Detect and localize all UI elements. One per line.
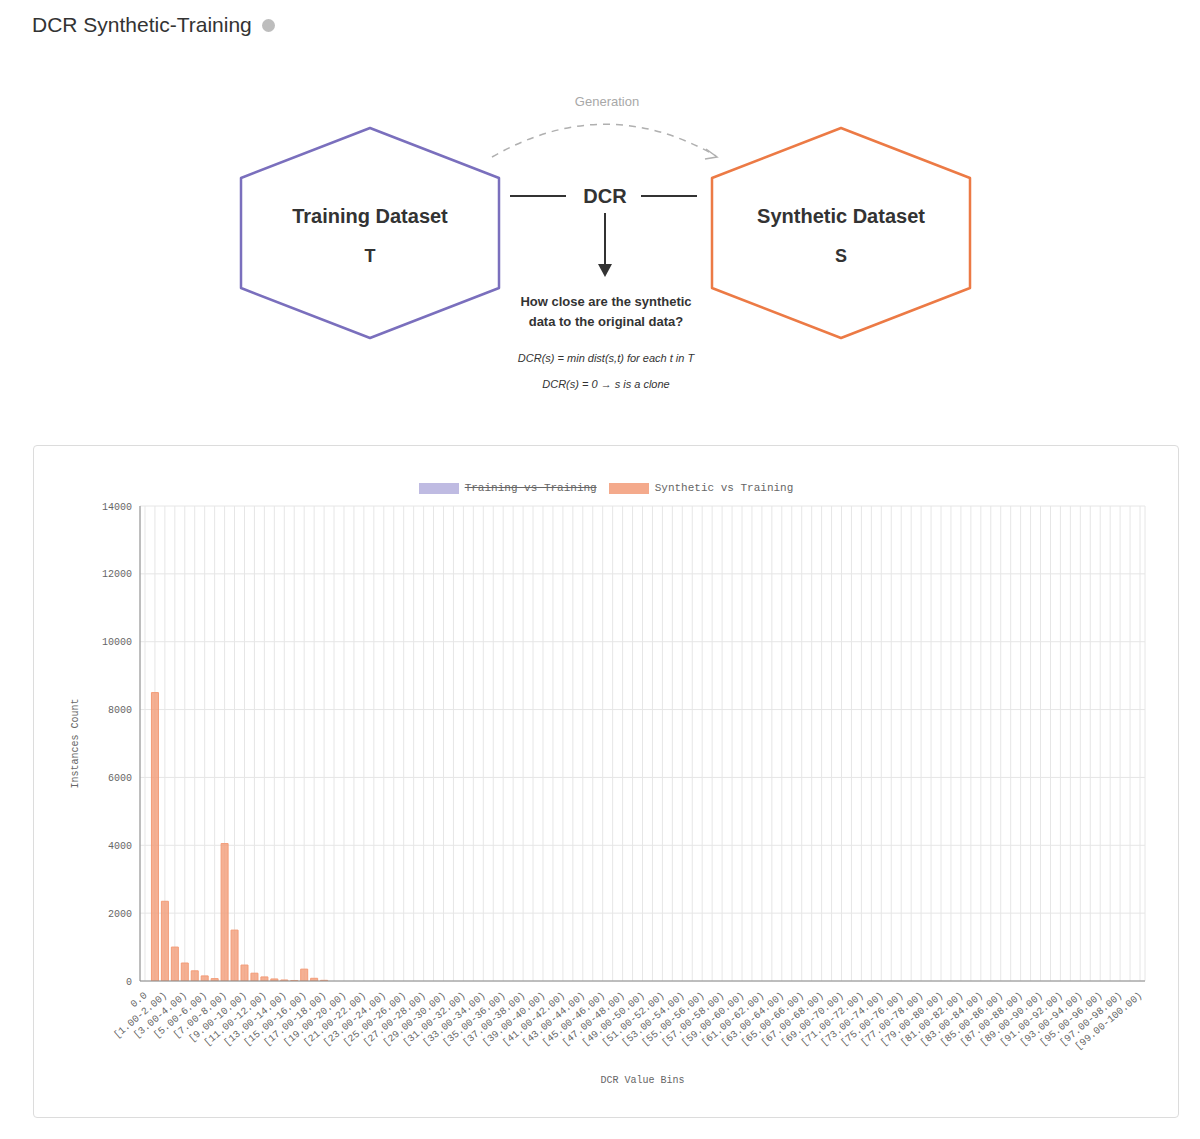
svg-text:Training Dataset: Training Dataset: [292, 205, 448, 227]
svg-text:12000: 12000: [102, 569, 132, 580]
svg-text:10000: 10000: [102, 637, 132, 648]
svg-text:[55.00-56.00): [55.00-56.00): [639, 989, 707, 1049]
svg-text:[43.00-44.00): [43.00-44.00): [520, 989, 588, 1049]
svg-text:[7.00-8.00): [7.00-8.00): [171, 989, 230, 1041]
svg-text:[81.00-82.00): [81.00-82.00): [898, 989, 966, 1049]
svg-text:Synthetic Dataset: Synthetic Dataset: [757, 205, 925, 227]
svg-text:How close are the synthetic: How close are the synthetic: [520, 294, 691, 309]
svg-text:[53.00-54.00): [53.00-54.00): [620, 989, 687, 1049]
svg-text:[3.00-4.00): [3.00-4.00): [131, 989, 190, 1041]
svg-text:[49.00-50.00): [49.00-50.00): [580, 989, 647, 1049]
svg-text:4000: 4000: [108, 841, 132, 852]
svg-text:[37.00-38.00): [37.00-38.00): [460, 989, 528, 1049]
svg-text:[17.00-18.00): [17.00-18.00): [261, 989, 329, 1049]
svg-text:data to the original data?: data to the original data?: [529, 314, 684, 329]
svg-text:[47.00-48.00): [47.00-48.00): [560, 989, 628, 1049]
svg-text:S: S: [835, 246, 847, 266]
svg-text:8000: 8000: [108, 705, 132, 716]
svg-text:0.0: 0.0: [128, 989, 150, 1010]
svg-text:DCR(s) = min dist(s,t) for eac: DCR(s) = min dist(s,t) for each t in T: [518, 352, 696, 364]
svg-text:[19.00-20.00): [19.00-20.00): [281, 989, 349, 1049]
svg-text:[25.00-26.00): [25.00-26.00): [341, 989, 409, 1049]
html-text:DCR Synthetic-Training: DCR Synthetic-Training: [32, 13, 252, 36]
svg-text:[83.00-84.00): [83.00-84.00): [918, 989, 986, 1049]
svg-text:[57.00-58.00): [57.00-58.00): [659, 989, 727, 1049]
svg-text:[21.00-22.00): [21.00-22.00): [301, 989, 369, 1049]
svg-text:T: T: [365, 246, 376, 266]
svg-text:Generation: Generation: [575, 94, 639, 109]
svg-text:[31.00-32.00): [31.00-32.00): [401, 989, 468, 1049]
svg-text:[41.00-42.00): [41.00-42.00): [500, 989, 568, 1049]
svg-text:Instances Count: Instances Count: [70, 698, 81, 788]
svg-text:[77.00-78.00): [77.00-78.00): [858, 989, 926, 1049]
svg-text:[85.00-86.00): [85.00-86.00): [938, 989, 1006, 1049]
svg-text:[13.00-14.00): [13.00-14.00): [221, 989, 289, 1049]
svg-text:[33.00-34.00): [33.00-34.00): [421, 989, 488, 1049]
svg-text:[73.00-74.00): [73.00-74.00): [819, 989, 886, 1049]
svg-text:[93.00-94.00): [93.00-94.00): [1018, 989, 1085, 1049]
svg-text:[71.00-72.00): [71.00-72.00): [799, 989, 866, 1049]
svg-text:[97.00-98.00): [97.00-98.00): [1057, 989, 1125, 1049]
svg-text:2000: 2000: [108, 909, 132, 920]
svg-text:[29.00-30.00): [29.00-30.00): [381, 989, 448, 1049]
svg-text:[15.00-16.00): [15.00-16.00): [241, 989, 309, 1049]
svg-text:14000: 14000: [102, 502, 132, 513]
svg-text:[91.00-92.00): [91.00-92.00): [998, 989, 1065, 1049]
svg-text:[99.00-100.00): [99.00-100.00): [1073, 990, 1144, 1052]
svg-text:[11.00-12.00): [11.00-12.00): [202, 989, 269, 1049]
svg-text:[65.00-66.00): [65.00-66.00): [739, 989, 807, 1049]
svg-text:[67.00-68.00): [67.00-68.00): [759, 989, 827, 1049]
svg-text:[63.00-64.00): [63.00-64.00): [719, 989, 787, 1049]
svg-text:[51.00-52.00): [51.00-52.00): [600, 989, 667, 1049]
svg-text:DCR(s) = 0 → s is a clone: DCR(s) = 0 → s is a clone: [542, 378, 669, 390]
svg-text:[9.00-10.00): [9.00-10.00): [186, 989, 249, 1045]
svg-text:[87.00-88.00): [87.00-88.00): [958, 989, 1026, 1049]
svg-text:[69.00-70.00): [69.00-70.00): [779, 989, 846, 1049]
svg-text:[95.00-96.00): [95.00-96.00): [1037, 989, 1105, 1049]
svg-text:[45.00-46.00): [45.00-46.00): [540, 989, 608, 1049]
svg-text:[59.00-60.00): [59.00-60.00): [679, 989, 747, 1049]
svg-text:[5.00-6.00): [5.00-6.00): [151, 989, 210, 1041]
svg-text:[61.00-62.00): [61.00-62.00): [699, 989, 767, 1049]
html-text:Training vs Training: Training vs Training: [464, 482, 597, 494]
svg-text:DCR Value Bins: DCR Value Bins: [600, 1075, 684, 1086]
svg-text:[39.00-40.00): [39.00-40.00): [480, 989, 548, 1049]
svg-text:[23.00-24.00): [23.00-24.00): [321, 989, 389, 1049]
html-text:Synthetic vs Training: Synthetic vs Training: [654, 482, 794, 494]
svg-text:[89.00-90.00): [89.00-90.00): [978, 989, 1045, 1049]
svg-text:[27.00-28.00): [27.00-28.00): [361, 989, 429, 1049]
svg-text:0: 0: [126, 977, 132, 988]
svg-text:[75.00-76.00): [75.00-76.00): [838, 989, 906, 1049]
svg-text:[1.00-2.00): [1.00-2.00): [111, 989, 170, 1041]
svg-text:DCR: DCR: [583, 185, 627, 207]
svg-text:[35.00-36.00): [35.00-36.00): [440, 989, 508, 1049]
svg-text:[79.00-80.00): [79.00-80.00): [878, 989, 946, 1049]
svg-text:6000: 6000: [108, 773, 132, 784]
